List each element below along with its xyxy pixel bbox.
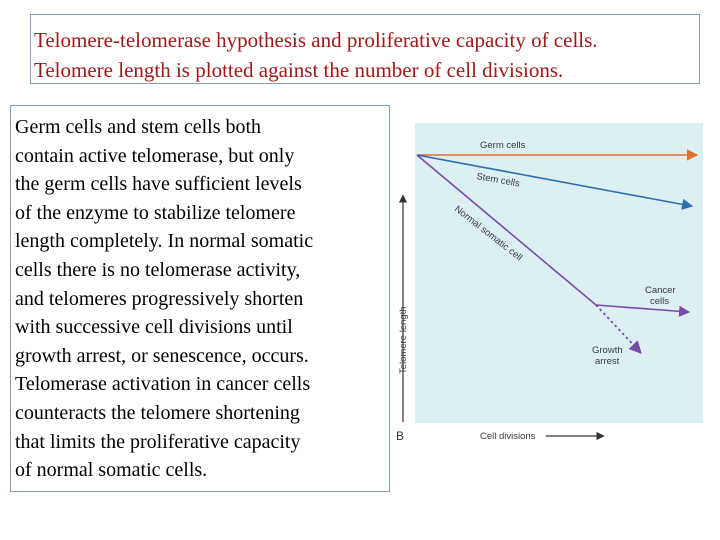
body-line: growth arrest, or senescence, occurs. <box>15 344 309 367</box>
x-axis-label: Cell divisions <box>480 431 536 442</box>
growth-arrest-label: Growth <box>592 345 623 356</box>
body-line: with successive cell divisions until <box>15 316 293 339</box>
body-line: the germ cells have sufficient levels <box>15 173 302 196</box>
y-axis-label: Telomere length <box>398 306 409 374</box>
body-line: counteracts the telomere shortening <box>15 401 300 424</box>
body-line: and telomeres progressively shorten <box>15 287 304 310</box>
title-line: Telomere length is plotted against the n… <box>34 58 564 82</box>
cancer-cells-label: Cancer <box>645 285 676 296</box>
body-line: Germ cells and stem cells both <box>15 116 262 138</box>
normal-somatic-line <box>416 154 597 306</box>
body-line: cells there is no telomerase activity, <box>15 258 301 281</box>
stem-cells-line <box>416 154 694 210</box>
panel-letter: B <box>396 429 404 443</box>
title-line: Telomere-telomerase hypothesis and proli… <box>34 28 598 52</box>
germ-cells-label: Germ cells <box>480 140 526 151</box>
body-text: Germ cells and stem cells both contain a… <box>10 105 390 492</box>
body-line: Telomerase activation in cancer cells <box>15 373 311 396</box>
body-line: of normal somatic cells. <box>15 459 208 482</box>
telomere-diagram: Telomere length B Cell divisions Germ ce… <box>388 112 718 452</box>
slide-title: Telomere-telomerase hypothesis and proli… <box>30 14 700 84</box>
body-line: contain active telomerase, but only <box>15 144 295 167</box>
body-line: of the enzyme to stabilize telomere <box>15 201 296 224</box>
body-line: that limits the proliferative capacity <box>15 430 301 453</box>
cancer-cells-label: cells <box>650 296 669 307</box>
body-line: length completely. In normal somatic <box>15 230 314 253</box>
cancer-cells-line <box>595 304 691 317</box>
growth-arrest-label: arrest <box>595 356 620 367</box>
